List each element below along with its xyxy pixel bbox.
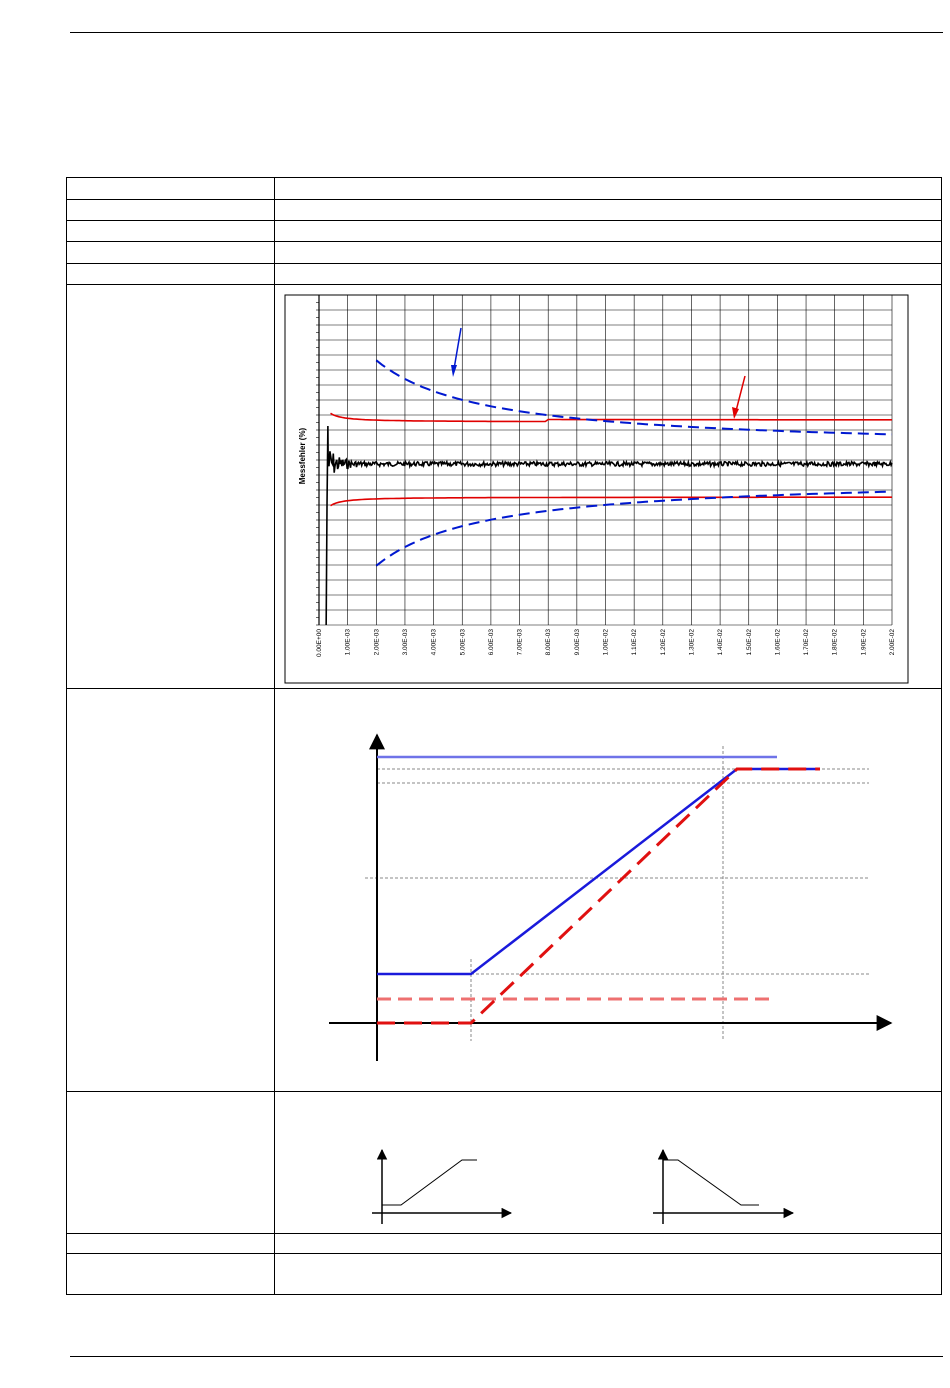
spec-table: 0.00E+00 1.00E-03 2.00E-03 3.00E-03 4.00E-03… (66, 177, 942, 1295)
x-tick-label: 7.00E-03 (517, 629, 524, 656)
table-row-diagram (66, 688, 942, 1092)
x-tick-label: 1.70E-02 (803, 629, 810, 656)
x-tick-label: 1.60E-02 (774, 629, 781, 656)
diagram-cell (274, 688, 942, 1092)
transfer-diagram (329, 733, 893, 1061)
table-row (66, 220, 942, 242)
row-label (66, 177, 275, 200)
table-row-chart: 0.00E+00 1.00E-03 2.00E-03 3.00E-03 4.00E-03… (66, 284, 942, 689)
table-row (66, 177, 942, 200)
row-value (274, 263, 942, 285)
x-tick-label: 1.20E-02 (660, 629, 667, 656)
table-row (66, 241, 942, 264)
series-lower-limit-dashed (375, 490, 893, 567)
x-tick-label: 2.00E-03 (373, 629, 380, 656)
error-chart: 0.00E+00 1.00E-03 2.00E-03 3.00E-03 4.00E-03… (284, 294, 909, 684)
x-tick-label: 1.50E-02 (746, 629, 753, 656)
mini-diagram-falling (653, 1148, 795, 1224)
x-tick-label: 1.90E-02 (860, 629, 867, 656)
arrow-red (732, 375, 746, 419)
x-tick-label: 1.80E-02 (832, 629, 839, 656)
y-axis-ticks (316, 294, 319, 626)
row-label (66, 241, 275, 264)
row-value (274, 241, 942, 264)
x-tick-label: 6.00E-03 (488, 629, 495, 656)
series-lower-limit-solid (330, 496, 892, 507)
row-value (274, 177, 942, 200)
x-tick-label: 1.30E-02 (688, 629, 695, 656)
row-value (274, 1233, 942, 1254)
row-label (66, 199, 275, 221)
x-tick-label: 1.40E-02 (717, 629, 724, 656)
x-tick-label: 4.00E-03 (431, 629, 438, 656)
row-label (66, 1253, 275, 1295)
header-rule (70, 32, 943, 33)
x-tick-label: 1.00E-02 (603, 629, 610, 656)
table-row (66, 263, 942, 285)
red-transfer-line-dashed (377, 767, 820, 1025)
x-tick-labels: 0.00E+00 1.00E-03 2.00E-03 3.00E-03 4.00E-03… (316, 629, 896, 657)
arrow-blue (451, 327, 462, 377)
table-row (66, 1233, 942, 1254)
chart-grid (318, 294, 893, 626)
x-tick-label: 3.00E-03 (402, 629, 409, 656)
x-tick-label: 5.00E-03 (459, 629, 466, 656)
series-upper-limit-dashed (375, 359, 893, 436)
x-tick-label: 1.00E-03 (345, 629, 352, 656)
mini-diagrams (372, 1148, 795, 1224)
row-label (66, 284, 275, 689)
row-label (66, 1091, 275, 1234)
x-tick-label: 1.10E-02 (631, 629, 638, 656)
x-tick-label: 2.00E-02 (889, 629, 896, 656)
series-measurement (325, 425, 893, 626)
mini-diagram-rising (372, 1148, 513, 1224)
x-tick-label: 0.00E+00 (316, 629, 323, 657)
chart-frame (284, 294, 909, 684)
row-value (274, 199, 942, 221)
y-axis-label: Messfehler (%) (298, 427, 307, 484)
row-value (274, 220, 942, 242)
mini-diagram-cell (274, 1091, 942, 1234)
row-label (66, 263, 275, 285)
x-tick-label: 8.00E-03 (545, 629, 552, 656)
row-label (66, 688, 275, 1092)
series-upper-limit-solid (330, 412, 892, 423)
table-row-mini-diagrams (66, 1091, 942, 1234)
row-label (66, 1233, 275, 1254)
x-tick-label: 9.00E-03 (574, 629, 581, 656)
guide-lines (365, 746, 869, 1041)
footer-rule (70, 1356, 943, 1357)
row-value (274, 1253, 942, 1295)
row-label (66, 220, 275, 242)
blue-transfer-line (377, 767, 820, 976)
table-row (66, 1253, 942, 1295)
table-row (66, 199, 942, 221)
chart-cell: 0.00E+00 1.00E-03 2.00E-03 3.00E-03 4.00E-03… (274, 284, 942, 689)
